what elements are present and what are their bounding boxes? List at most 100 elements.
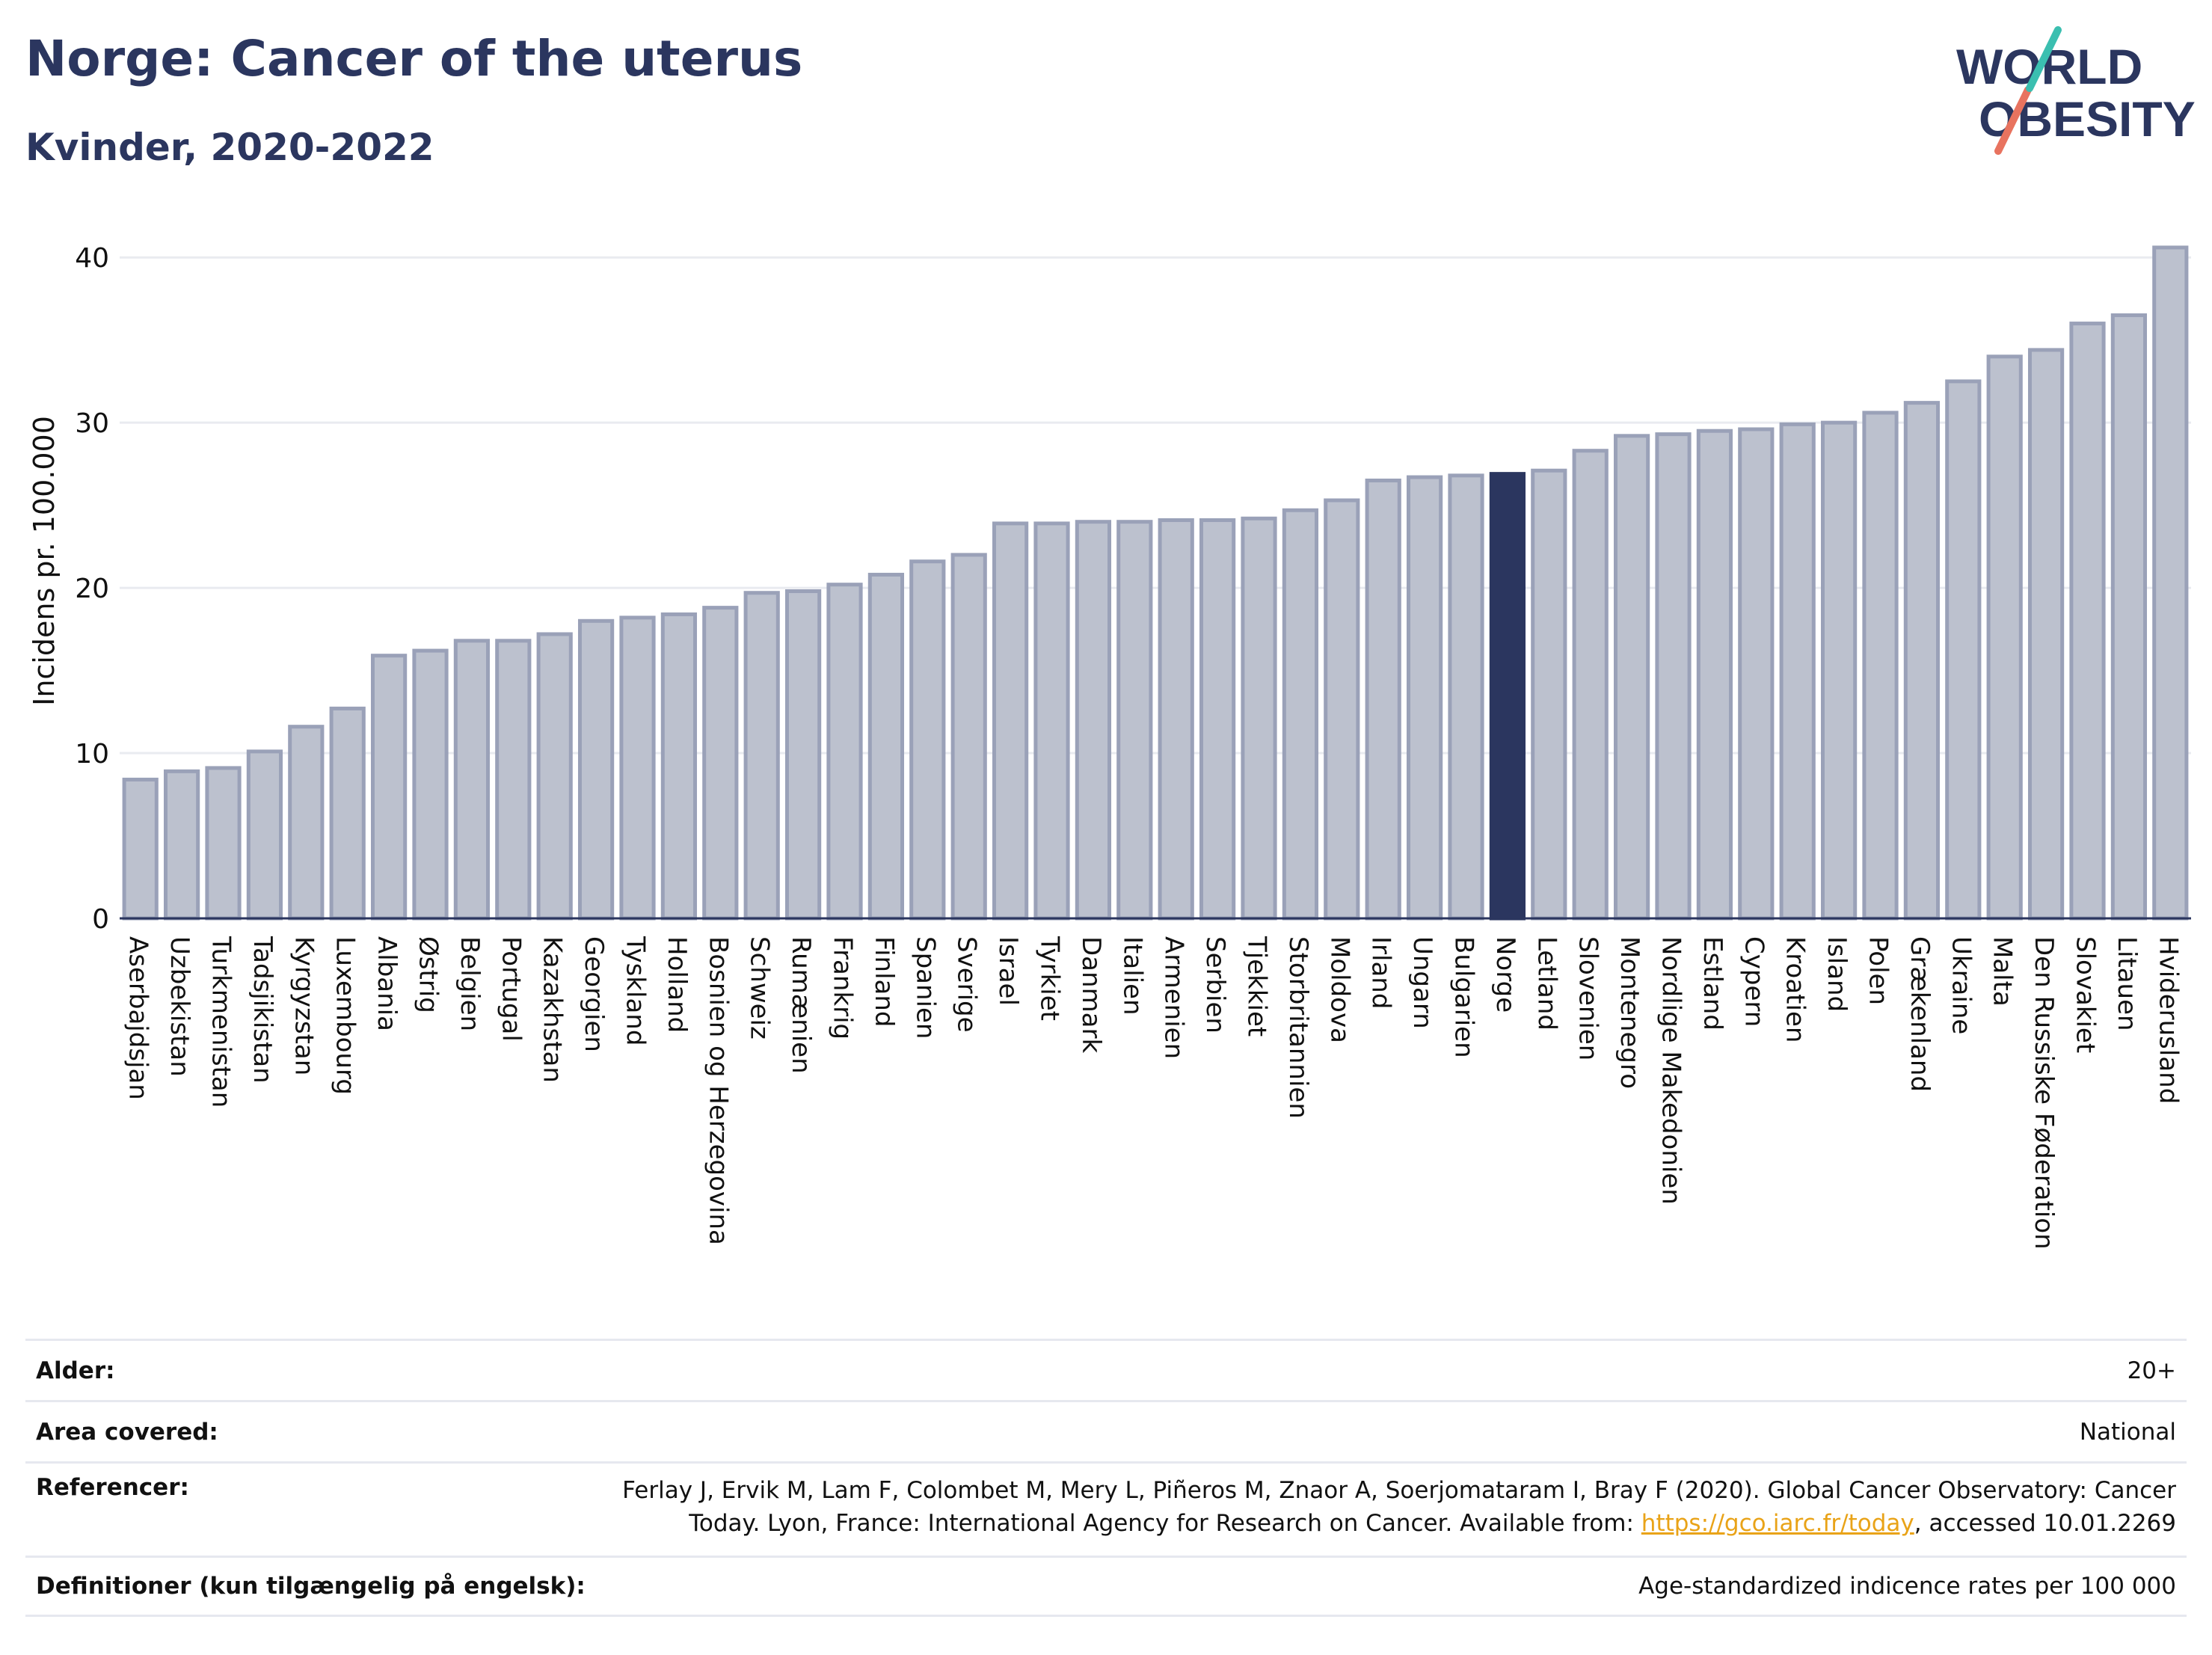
x-tick-label: Ukraine [1946,936,1976,1034]
x-tick-label: Serbien [1200,936,1230,1034]
metadata-table: Alder: 20+ Area covered: National Refere… [25,1339,2187,1617]
bar-albania [370,654,408,921]
bar-tyskland [619,615,656,921]
bar-norge [1489,472,1526,921]
bar-luxembourg [329,706,366,921]
x-tick-label: Polen [1864,936,1893,1005]
logo-slash-teal [2026,26,2062,92]
x-tick-label: Rumænien [786,936,816,1074]
bar-serbien [1199,518,1236,921]
x-tick-label: Irland [1366,936,1396,1009]
bar-storbritannien [1282,508,1319,921]
y-tick-label: 30 [75,408,109,439]
bar-polen [1862,411,1899,921]
age-label: Alder: [36,1357,115,1384]
x-tick-label: Ungarn [1407,936,1437,1029]
bar-cypern [1738,427,1775,921]
x-tick-label: Slovenien [1573,936,1603,1060]
bar-kyrgyzstan [288,725,325,921]
x-tick-label: Litauen [2112,936,2142,1031]
definitions-label: Definitioner (kun tilgængelig på engelsk… [36,1573,586,1600]
bar-danmark [1075,520,1112,921]
x-tick-label: Finland [869,936,899,1028]
bar-østrig [412,648,449,921]
x-tick-label: Storbritannien [1283,936,1313,1119]
x-tick-label: Danmark [1076,936,1106,1053]
x-tick-label: Portugal [496,936,526,1042]
bar-sverige [950,553,987,921]
bar-kazakhstan [536,632,573,921]
x-tick-label: Uzbekistan [165,936,194,1077]
x-tick-label: Tyrkiet [1035,936,1065,1021]
references-text-2: Today. Lyon, France: International Agenc… [689,1510,1641,1537]
x-tick-label: Malta [1988,936,2018,1007]
bar-bulgarien [1448,473,1484,921]
x-tick-label: Frankrig [828,936,858,1040]
bar-den-russiske-føderation [2027,348,2065,921]
x-tick-label: Den Russiske Føderation [2029,936,2059,1250]
x-tick-label: Montenegro [1615,936,1644,1089]
y-tick-label: 20 [75,574,109,604]
bar-irland [1365,478,1401,921]
x-tick-label: Luxembourg [331,936,360,1095]
x-tick-label: Schweiz [745,936,775,1040]
references-text-3: , accessed 10.01.2269 [1914,1510,2176,1537]
chart-title: Norge: Cancer of the uterus [25,30,803,87]
references-link[interactable]: https://gco.iarc.fr/today [1641,1510,1914,1537]
bar-hviderusland [2152,245,2189,921]
bar-georgien [577,618,615,921]
x-tick-label: Bulgarien [1449,936,1479,1058]
x-tick-label: Belgien [455,936,485,1031]
bar-rumænien [784,589,822,921]
bar-schweiz [743,591,780,921]
world-obesity-logo: WORLD OBESITY [1956,26,2196,155]
area-value: National [2079,1418,2176,1446]
meta-row-definitions: Definitioner (kun tilgængelig på engelsk… [25,1556,2187,1617]
area-label: Area covered: [36,1418,218,1446]
x-tick-label: Hviderusland [2153,936,2183,1104]
meta-row-age: Alder: 20+ [25,1339,2187,1400]
bar-holland [660,612,698,921]
bar-slovenien [1572,449,1609,921]
x-tick-label: Tyskland [621,936,651,1045]
bar-malta [1986,354,2023,921]
x-tick-label: Georgien [579,936,609,1052]
bar-turkmenistan [205,766,242,921]
bar-ungarn [1406,475,1443,921]
references-text-1: Ferlay J, Ervik M, Lam F, Colombet M, Me… [622,1477,2176,1504]
definitions-value: Age-standardized indicence rates per 100… [1638,1573,2176,1600]
x-tick-label: Estland [1698,936,1727,1031]
bar-letland [1531,468,1567,921]
bar-aserbajdsjan [122,777,159,921]
chart-subtitle: Kvinder, 2020-2022 [25,126,434,169]
bar-uzbekistan [163,769,200,921]
bar-estland [1696,429,1733,921]
x-tick-label: Moldova [1324,936,1354,1043]
bar-ukraine [1945,379,1982,921]
y-tick-label: 10 [75,739,109,770]
references-label: Referencer: [36,1474,189,1501]
bar-israel [992,521,1029,921]
age-value: 20+ [2127,1357,2176,1384]
y-tick-label: 40 [75,243,109,274]
bar-tyrkiet [1033,521,1070,921]
references-value: Ferlay J, Ervik M, Lam F, Colombet M, Me… [622,1474,2176,1540]
x-tick-label: Island [1822,936,1852,1012]
x-tick-label: Grækenland [1905,936,1935,1092]
x-tick-label: Albania [372,936,402,1031]
x-tick-label: Tadsjikistan [248,936,277,1084]
y-tick-label: 0 [92,904,109,935]
y-axis-label: Incidens pr. 100.000 [28,416,61,706]
x-tick-label: Kazakhstan [538,936,568,1083]
bar-litauen [2110,313,2148,921]
bar-tadsjikistan [246,749,283,921]
x-tick-label: Norge [1490,936,1520,1013]
x-tick-label: Aserbajdsjan [123,936,153,1100]
x-tick-label: Østrig [414,936,443,1013]
x-tick-label: Turkmenistan [206,936,236,1108]
x-tick-label: Sverige [952,936,982,1033]
bar-armenien [1158,518,1194,921]
x-tick-label: Israel [993,936,1023,1006]
x-tick-label: Slovakiet [2071,936,2101,1053]
logo-slash-coral [1994,86,2032,155]
